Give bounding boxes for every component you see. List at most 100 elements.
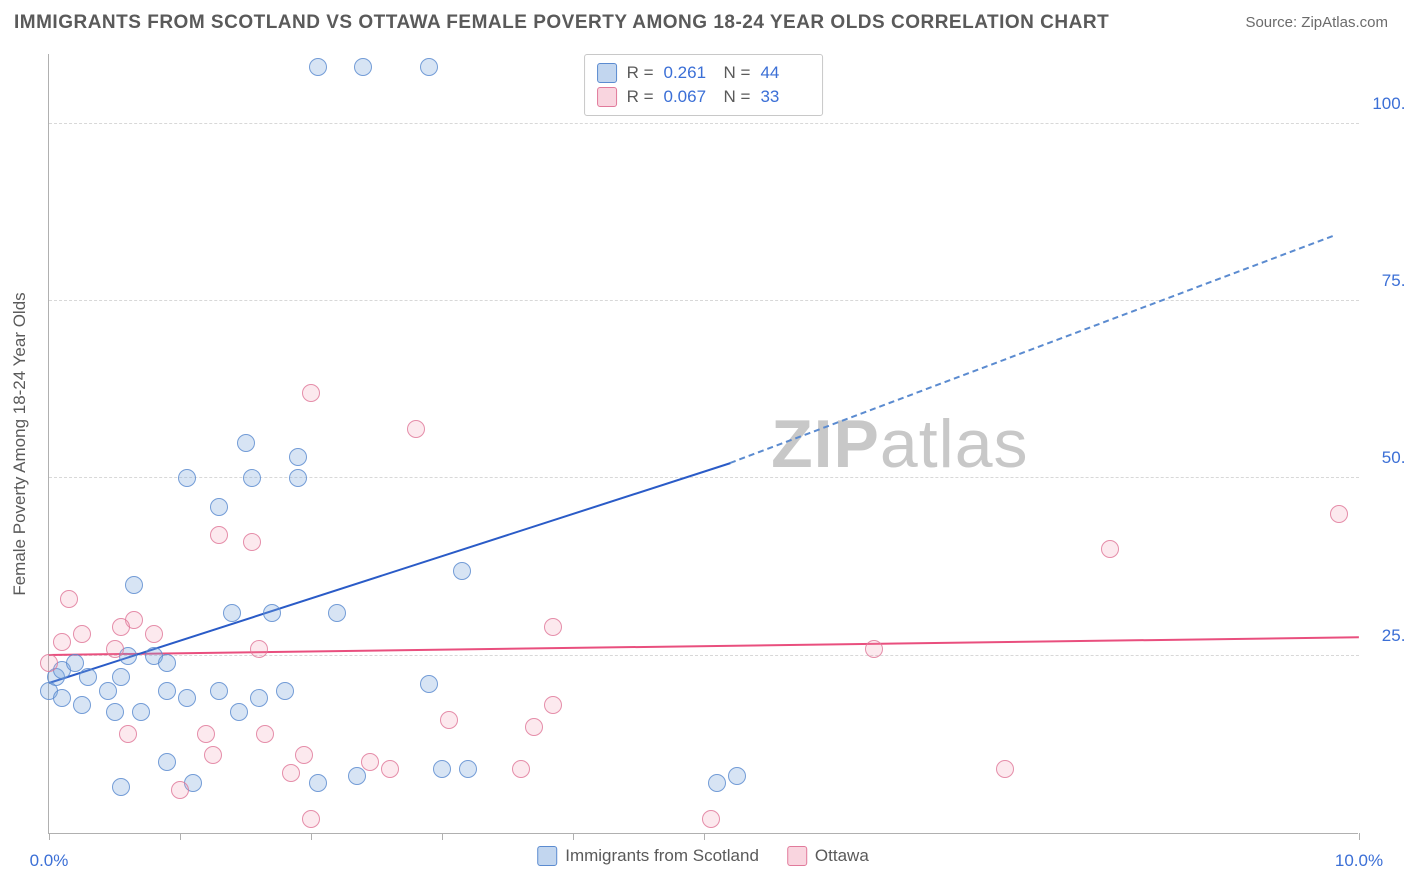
data-point [708, 774, 726, 792]
r-label: R = [627, 85, 654, 109]
trend-line [730, 235, 1333, 464]
data-point [210, 682, 228, 700]
correlation-legend: R = 0.261 N = 44 R = 0.067 N = 33 [584, 54, 824, 116]
swatch-pink-icon [597, 87, 617, 107]
watermark-light: atlas [880, 406, 1029, 482]
x-tick [573, 833, 574, 840]
data-point [420, 58, 438, 76]
x-tick [49, 833, 50, 840]
x-tick [1359, 833, 1360, 840]
data-point [171, 781, 189, 799]
data-point [289, 469, 307, 487]
data-point [433, 760, 451, 778]
data-point [178, 469, 196, 487]
data-point [158, 753, 176, 771]
n-value-blue: 44 [760, 61, 810, 85]
data-point [309, 774, 327, 792]
data-point [302, 810, 320, 828]
data-point [158, 654, 176, 672]
data-point [60, 590, 78, 608]
data-point [407, 420, 425, 438]
trend-line [49, 636, 1359, 656]
data-point [381, 760, 399, 778]
data-point [73, 625, 91, 643]
watermark-bold: ZIP [771, 406, 880, 482]
data-point [459, 760, 477, 778]
x-tick [311, 833, 312, 840]
data-point [197, 725, 215, 743]
data-point [440, 711, 458, 729]
data-point [302, 384, 320, 402]
x-tick [442, 833, 443, 840]
x-tick [180, 833, 181, 840]
data-point [328, 604, 346, 622]
data-point [996, 760, 1014, 778]
data-point [223, 604, 241, 622]
r-value-blue: 0.261 [664, 61, 714, 85]
plot-area: ZIPatlas R = 0.261 N = 44 R = 0.067 N = … [48, 54, 1358, 834]
data-point [112, 618, 130, 636]
data-point [348, 767, 366, 785]
data-point [132, 703, 150, 721]
correlation-chart: Female Poverty Among 18-24 Year Olds ZIP… [48, 54, 1358, 834]
data-point [106, 703, 124, 721]
data-point [295, 746, 313, 764]
data-point [250, 689, 268, 707]
y-axis-label: Female Poverty Among 18-24 Year Olds [10, 292, 30, 595]
data-point [512, 760, 530, 778]
legend-item-pink: Ottawa [787, 846, 869, 866]
data-point [40, 654, 58, 672]
data-point [99, 682, 117, 700]
data-point [256, 725, 274, 743]
swatch-pink-icon [787, 846, 807, 866]
data-point [125, 576, 143, 594]
data-point [119, 725, 137, 743]
n-label: N = [724, 85, 751, 109]
data-point [289, 448, 307, 466]
data-point [204, 746, 222, 764]
swatch-blue-icon [597, 63, 617, 83]
data-point [73, 696, 91, 714]
legend-row-blue: R = 0.261 N = 44 [597, 61, 811, 85]
legend-label-pink: Ottawa [815, 846, 869, 866]
data-point [210, 526, 228, 544]
data-point [525, 718, 543, 736]
data-point [728, 767, 746, 785]
y-tick-label: 50.0% [1370, 448, 1406, 468]
data-point [106, 640, 124, 658]
data-point [243, 533, 261, 551]
data-point [702, 810, 720, 828]
x-tick-label: 0.0% [30, 851, 69, 871]
data-point [210, 498, 228, 516]
source-attribution: Source: ZipAtlas.com [1245, 14, 1388, 31]
data-point [53, 633, 71, 651]
data-point [230, 703, 248, 721]
data-point [354, 58, 372, 76]
data-point [112, 668, 130, 686]
data-point [276, 682, 294, 700]
x-tick [704, 833, 705, 840]
r-value-pink: 0.067 [664, 85, 714, 109]
swatch-blue-icon [537, 846, 557, 866]
data-point [112, 778, 130, 796]
watermark: ZIPatlas [771, 405, 1028, 483]
y-tick-label: 100.0% [1370, 94, 1406, 114]
data-point [453, 562, 471, 580]
data-point [865, 640, 883, 658]
gridline-h [49, 123, 1359, 124]
data-point [145, 625, 163, 643]
data-point [243, 469, 261, 487]
legend-row-pink: R = 0.067 N = 33 [597, 85, 811, 109]
data-point [544, 696, 562, 714]
gridline-h [49, 655, 1359, 656]
x-tick-label: 10.0% [1335, 851, 1383, 871]
n-label: N = [724, 61, 751, 85]
data-point [420, 675, 438, 693]
data-point [309, 58, 327, 76]
data-point [361, 753, 379, 771]
data-point [263, 604, 281, 622]
series-legend: Immigrants from Scotland Ottawa [537, 846, 869, 866]
r-label: R = [627, 61, 654, 85]
data-point [1101, 540, 1119, 558]
data-point [66, 654, 84, 672]
